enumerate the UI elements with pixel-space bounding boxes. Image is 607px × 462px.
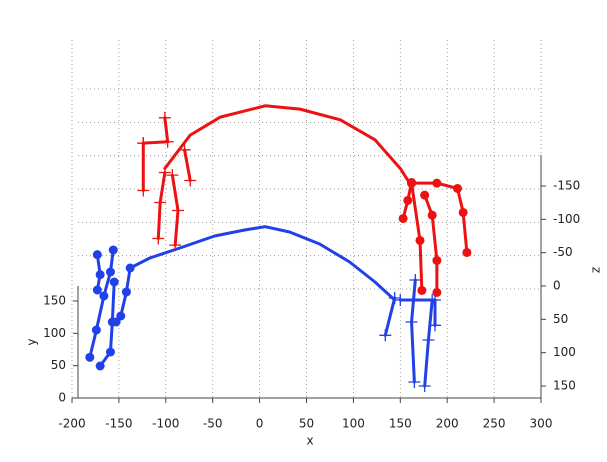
series-line — [98, 280, 116, 368]
marker — [408, 376, 421, 388]
marker — [152, 232, 165, 245]
marker — [95, 270, 105, 280]
marker — [432, 178, 442, 188]
marker — [432, 287, 442, 297]
marker — [420, 190, 430, 200]
series-line — [163, 104, 412, 185]
marker — [184, 174, 197, 187]
series-line — [141, 116, 170, 145]
marker — [109, 277, 119, 287]
marker — [388, 292, 401, 304]
marker — [169, 239, 182, 252]
marker — [161, 135, 174, 148]
marker — [92, 285, 102, 295]
marker — [137, 184, 150, 197]
marker — [462, 247, 472, 257]
marker — [91, 325, 101, 335]
y-tick-label: 100 — [43, 326, 66, 340]
y-tick-label: 150 — [43, 294, 66, 308]
marker — [432, 255, 442, 265]
x-tick-label: 50 — [299, 417, 314, 431]
marker — [409, 274, 422, 286]
marker — [458, 207, 468, 217]
x-axis-label: x — [306, 434, 313, 448]
marker — [121, 287, 131, 297]
x-tick-label: 0 — [256, 417, 264, 431]
x-tick-label: -200 — [58, 417, 85, 431]
y-tick-label: 50 — [51, 358, 66, 372]
marker — [394, 294, 407, 306]
z-tick-label: 50 — [553, 312, 568, 326]
y-tick-label: 0 — [58, 391, 66, 405]
marker — [422, 334, 435, 346]
marker — [427, 210, 437, 220]
x-tick-label: -100 — [152, 417, 179, 431]
x-tick-label: 300 — [530, 417, 553, 431]
marker — [95, 361, 105, 371]
series-line — [183, 148, 192, 182]
series-line — [383, 296, 397, 337]
z-tick-label: -150 — [553, 179, 580, 193]
series-line — [423, 193, 439, 294]
z-tick-label: 150 — [553, 379, 576, 393]
z-tick-label: 100 — [553, 345, 576, 359]
marker — [158, 111, 171, 124]
marker — [105, 347, 115, 357]
marker — [418, 380, 431, 392]
x-tick-label: 250 — [483, 417, 506, 431]
x-tick-label: 200 — [436, 417, 459, 431]
marker — [107, 317, 117, 327]
z-axis-label: z — [589, 267, 603, 273]
grid — [71, 40, 542, 398]
marker — [99, 291, 109, 301]
marker — [407, 178, 417, 188]
z-tick-label: -50 — [553, 245, 573, 259]
marker — [429, 319, 442, 332]
series-line — [156, 170, 167, 240]
series-line — [410, 278, 417, 384]
marker — [137, 137, 150, 150]
marker — [125, 263, 135, 273]
marker — [398, 213, 408, 223]
x-tick-label: 150 — [389, 417, 412, 431]
x-tick-label: 100 — [342, 417, 365, 431]
marker — [108, 245, 118, 255]
x-tick-label: -150 — [105, 417, 132, 431]
marker — [85, 352, 95, 362]
z-tick-label: 0 — [553, 279, 561, 293]
marker — [178, 143, 191, 156]
y-axis-label: y — [25, 338, 39, 345]
series-line — [128, 225, 397, 302]
ticks: -200 -150 -100 -50 0 50 100 150 200 250 300 0 50 100 1… — [43, 179, 580, 431]
marker — [158, 166, 171, 179]
marker — [417, 285, 427, 295]
marker — [379, 329, 392, 342]
z-tick-label: -100 — [553, 212, 580, 226]
marker — [92, 250, 102, 260]
marker — [154, 196, 167, 209]
marker — [415, 235, 425, 245]
marker — [105, 267, 115, 277]
plot-area — [85, 104, 472, 392]
marker — [403, 195, 413, 205]
marker — [453, 183, 463, 193]
marker — [405, 316, 418, 328]
marker — [166, 169, 179, 182]
marker — [171, 204, 184, 217]
x-tick-label: -50 — [203, 417, 223, 431]
